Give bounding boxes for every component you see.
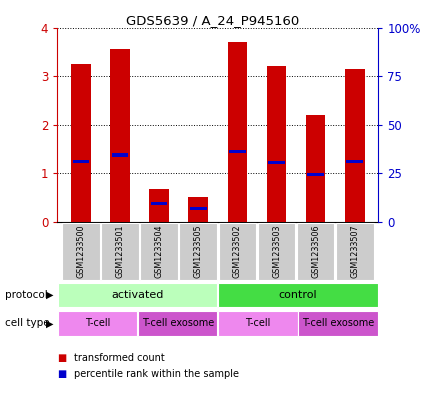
- Bar: [138, 311, 218, 336]
- Text: GDS5639 / A_24_P945160: GDS5639 / A_24_P945160: [126, 14, 299, 27]
- Bar: [73, 160, 89, 163]
- Text: GSM1233502: GSM1233502: [233, 225, 242, 278]
- Bar: [101, 223, 139, 281]
- Text: ▶: ▶: [46, 290, 54, 300]
- Bar: [218, 311, 298, 336]
- Bar: [179, 223, 217, 281]
- Bar: [346, 160, 363, 163]
- Text: ▶: ▶: [46, 318, 54, 329]
- Text: GSM1233501: GSM1233501: [116, 225, 125, 278]
- Text: GSM1233503: GSM1233503: [272, 225, 281, 278]
- Bar: [345, 69, 365, 222]
- Bar: [268, 161, 285, 164]
- Bar: [140, 223, 178, 281]
- Text: ■: ■: [57, 353, 67, 364]
- Text: T-cell exosome: T-cell exosome: [302, 318, 374, 329]
- Text: T-cell: T-cell: [245, 318, 271, 329]
- Bar: [71, 64, 91, 222]
- Text: percentile rank within the sample: percentile rank within the sample: [74, 369, 239, 379]
- Bar: [112, 153, 128, 157]
- Bar: [190, 207, 207, 210]
- Bar: [258, 223, 295, 281]
- Bar: [307, 173, 324, 176]
- Text: T-cell: T-cell: [85, 318, 110, 329]
- Bar: [218, 283, 378, 307]
- Bar: [58, 311, 137, 336]
- Text: control: control: [279, 290, 317, 300]
- Text: GSM1233504: GSM1233504: [155, 225, 164, 278]
- Text: GSM1233506: GSM1233506: [311, 225, 320, 278]
- Text: transformed count: transformed count: [74, 353, 165, 364]
- Text: ■: ■: [57, 369, 67, 379]
- Bar: [149, 189, 169, 222]
- Text: activated: activated: [111, 290, 164, 300]
- Bar: [151, 202, 167, 205]
- Bar: [228, 42, 247, 222]
- Bar: [58, 283, 218, 307]
- Bar: [297, 223, 334, 281]
- Text: protocol: protocol: [5, 290, 48, 300]
- Bar: [229, 150, 246, 153]
- Bar: [62, 223, 99, 281]
- Bar: [298, 311, 378, 336]
- Bar: [218, 223, 256, 281]
- Bar: [306, 115, 326, 222]
- Text: GSM1233500: GSM1233500: [76, 225, 85, 278]
- Bar: [110, 50, 130, 222]
- Bar: [336, 223, 374, 281]
- Text: GSM1233505: GSM1233505: [194, 225, 203, 278]
- Text: GSM1233507: GSM1233507: [350, 225, 359, 278]
- Text: T-cell exosome: T-cell exosome: [142, 318, 214, 329]
- Text: cell type: cell type: [5, 318, 50, 329]
- Bar: [188, 197, 208, 222]
- Bar: [267, 66, 286, 222]
